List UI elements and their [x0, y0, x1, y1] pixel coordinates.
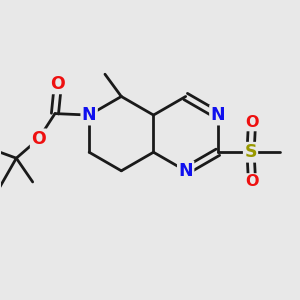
Text: N: N	[178, 162, 193, 180]
Text: O: O	[245, 115, 259, 130]
Text: S: S	[244, 143, 257, 161]
Text: N: N	[211, 106, 225, 124]
Text: O: O	[51, 75, 65, 93]
Text: O: O	[31, 130, 46, 148]
Text: N: N	[82, 106, 97, 124]
Text: O: O	[245, 175, 259, 190]
